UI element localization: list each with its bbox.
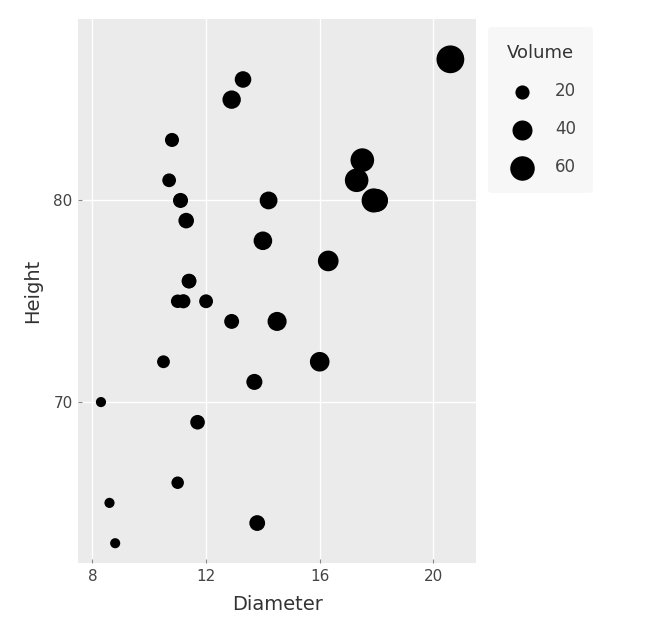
Point [110,538,121,548]
Point [272,316,282,327]
Point [201,296,211,306]
Point [226,94,237,104]
Point [175,196,186,206]
Point [372,196,382,206]
Point [172,296,183,306]
Point [351,175,362,185]
Point [96,397,106,407]
Point [181,216,192,226]
Point [164,175,174,185]
Point [167,135,177,145]
Legend: 20, 40, 60: 20, 40, 60 [488,27,593,192]
Point [258,235,268,246]
Point [104,498,115,508]
Point [252,518,262,528]
Point [158,356,169,367]
Point [357,155,368,165]
Point [192,417,203,427]
Point [445,54,456,65]
Point [226,316,237,327]
Point [323,256,333,266]
Point [184,276,194,286]
Point [238,75,248,85]
Point [178,296,188,306]
Point [184,276,194,286]
Point [314,356,325,367]
X-axis label: Diameter: Diameter [231,595,323,614]
Y-axis label: Height: Height [23,259,42,323]
Point [372,196,382,206]
Point [172,478,183,488]
Point [368,196,379,206]
Point [249,377,259,387]
Point [263,196,274,206]
